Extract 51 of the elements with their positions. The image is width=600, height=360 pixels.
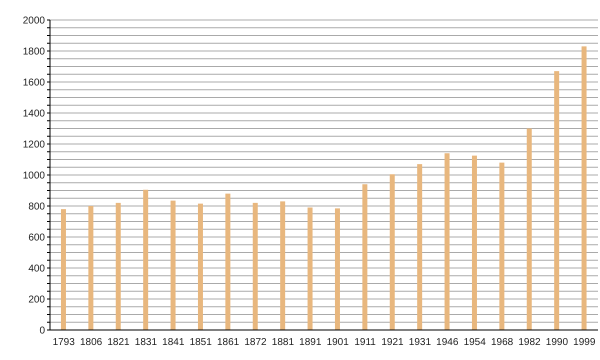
x-tick-label: 1911: [354, 337, 376, 348]
x-tick-label: 1841: [162, 337, 185, 348]
y-tick-label: 1000: [22, 170, 46, 182]
y-tick-label: 600: [28, 232, 46, 244]
bar: [444, 153, 450, 330]
x-tick-label: 1851: [190, 337, 212, 348]
x-tick-label: 1861: [216, 337, 240, 348]
x-tick-label: 1872: [244, 337, 268, 348]
bar: [308, 208, 313, 330]
x-tick-label: 1946: [436, 337, 459, 348]
bar: [334, 208, 340, 330]
bar: [582, 46, 587, 330]
bar: [143, 190, 148, 330]
bar: [170, 200, 176, 330]
bar: [252, 202, 258, 330]
bar: [362, 184, 368, 330]
x-tick-label: 1931: [408, 337, 432, 348]
x-tick-label: 1999: [573, 337, 596, 348]
bar: [198, 204, 203, 330]
y-tick-label: 400: [28, 264, 46, 275]
x-tick-label: 1901: [326, 337, 350, 348]
bar: [472, 156, 477, 330]
y-tick-label: 200: [28, 294, 46, 306]
y-tick-label: 1600: [22, 78, 46, 89]
x-tick-label: 1982: [518, 337, 542, 348]
bar: [554, 71, 560, 330]
x-tick-label: 1968: [490, 337, 514, 348]
bar: [526, 128, 532, 330]
bar: [390, 174, 395, 330]
y-tick-label: 1200: [22, 140, 46, 151]
x-tick-label: 1954: [464, 337, 486, 348]
x-tick-label: 1831: [134, 337, 158, 348]
x-tick-label: 1821: [107, 337, 130, 348]
bar: [116, 202, 121, 330]
x-tick-label: 1891: [299, 337, 322, 348]
x-tick-label: 1921: [381, 337, 404, 348]
bar: [88, 206, 94, 330]
y-tick-label: 0: [39, 326, 46, 337]
x-tick-label: 1806: [80, 337, 103, 348]
y-tick-label: 800: [28, 202, 46, 213]
y-tick-label: 1800: [22, 46, 46, 58]
bar: [499, 162, 504, 330]
bar: [417, 164, 422, 330]
bar: [225, 194, 230, 330]
x-tick-label: 1881: [272, 337, 294, 348]
y-tick-label: 2000: [22, 16, 46, 27]
x-tick-label: 1990: [546, 337, 568, 348]
x-tick-label: 1793: [52, 337, 76, 348]
bar: [280, 201, 286, 330]
bar: [60, 209, 66, 330]
y-tick-label: 1400: [22, 108, 46, 120]
